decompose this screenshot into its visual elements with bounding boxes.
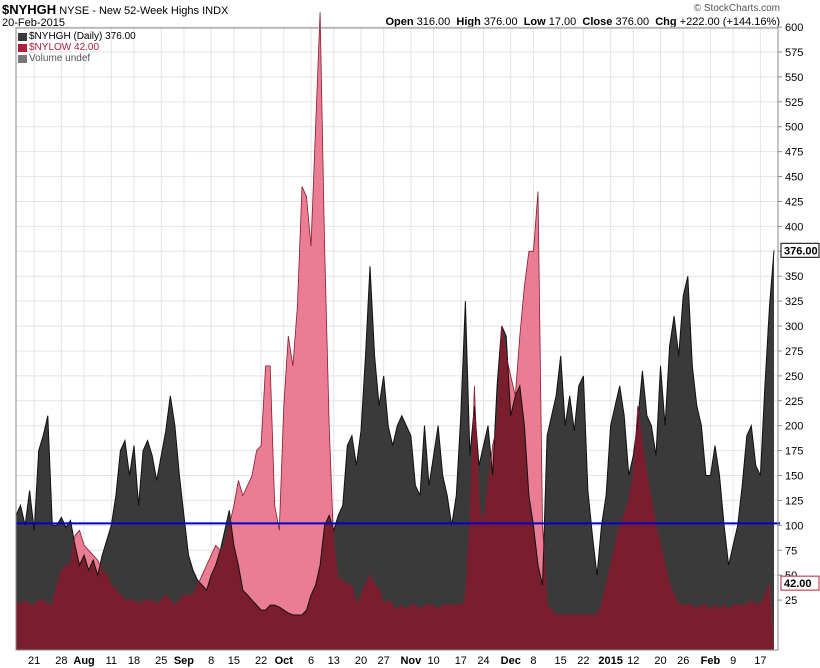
y-tick-label: 200: [785, 421, 803, 433]
y-tick-label: 175: [785, 446, 803, 458]
x-tick-label: 18: [128, 655, 140, 667]
x-tick-label: 27: [378, 655, 390, 667]
legend-highs: $NYHGH (Daily) 376.00: [18, 31, 136, 42]
value-tags: 376.00 42.00: [780, 242, 820, 591]
x-tick-label: 13: [328, 655, 340, 667]
description: NYSE - New 52-Week Highs: [59, 5, 200, 17]
y-tick-label: 25: [785, 595, 797, 607]
x-tick-label: 2015: [598, 655, 622, 667]
chg-label: Chg: [655, 16, 677, 28]
y-tick-label: 325: [785, 296, 803, 308]
chart-header: $NYHGH NYSE - New 52-Week Highs INDX: [2, 2, 228, 17]
x-tick-label: 22: [255, 655, 267, 667]
x-tick-label: Sep: [174, 655, 194, 667]
high-value: 376.00: [483, 16, 518, 28]
y-tick-label: 350: [785, 271, 803, 283]
ohlc-readout: Open 316.00 High 376.00 Low 17.00 Close …: [385, 16, 780, 28]
x-tick-label: 10: [427, 655, 439, 667]
legend-highs-swatch: [18, 32, 27, 41]
low-value: 17.00: [548, 16, 577, 28]
y-tick-label: 475: [785, 147, 803, 159]
x-tick-label: Aug: [73, 655, 94, 667]
y-tick-label: 125: [785, 495, 803, 507]
x-tick-label: 9: [730, 655, 736, 667]
x-tick-label: Dec: [501, 655, 521, 667]
chg-value: +222.00 (+144.16%): [679, 16, 780, 28]
nyhgh-area: [16, 250, 774, 651]
high-label: High: [456, 16, 481, 28]
x-tick-label: 15: [555, 655, 567, 667]
y-tick-label: 150: [785, 471, 803, 483]
last-value-highs: 376.00: [784, 245, 818, 257]
chart-date: 20-Feb-2015: [2, 17, 65, 29]
x-tick-label: Nov: [400, 655, 422, 667]
last-value-highs-box: [780, 242, 820, 258]
last-value-lows-box: [780, 575, 820, 591]
y-tick-label: 250: [785, 371, 803, 383]
x-tick-label: 15: [228, 655, 240, 667]
open-value: 316.00: [416, 16, 451, 28]
x-tick-label: Oct: [275, 655, 294, 667]
legend-lows-label: $NYLOW 42.00: [29, 42, 100, 53]
last-value-lows: 42.00: [784, 578, 812, 590]
x-tick-label: 25: [155, 655, 167, 667]
y-tick-label: 275: [785, 346, 803, 358]
y-tick-label: 425: [785, 196, 803, 208]
y-tick-label: 400: [785, 221, 803, 233]
y-tick-label: 300: [785, 321, 803, 333]
y-tick-label: 500: [785, 122, 803, 134]
open-label: Open: [385, 16, 414, 28]
plot-frame: [15, 27, 779, 651]
x-tick-label: 22: [577, 655, 589, 667]
legend-volume: Volume undef: [18, 53, 136, 64]
overlap-area: [16, 250, 774, 650]
close-value: 376.00: [615, 16, 650, 28]
x-tick-label: 28: [55, 655, 67, 667]
x-tick-label: 12: [627, 655, 639, 667]
y-tick-label: 450: [785, 172, 803, 184]
close-label: Close: [582, 16, 613, 28]
y-tick-label: 225: [785, 396, 803, 408]
exchange: INDX: [202, 5, 229, 17]
series-areas: [15, 12, 775, 651]
x-tick-label: 20: [355, 655, 367, 667]
chart-legend: $NYHGH (Daily) 376.00 $NYLOW 42.00 Volum…: [18, 31, 136, 64]
x-tick-label: 17: [754, 655, 766, 667]
symbol: $NYHGH: [2, 2, 57, 17]
legend-volume-label: Volume undef: [29, 53, 91, 64]
x-tick-label: 21: [28, 655, 40, 667]
x-tick-label: Feb: [701, 655, 721, 667]
legend-volume-swatch: [18, 54, 27, 63]
y-tick-label: 550: [785, 72, 803, 84]
y-tick-label: 575: [785, 47, 803, 59]
nylow-line: [15, 12, 770, 616]
x-tick-label: 6: [308, 655, 314, 667]
legend-highs-label: $NYHGH (Daily) 376.00: [29, 31, 136, 42]
x-tick-label: 8: [530, 655, 536, 667]
plot-border: [15, 27, 779, 651]
nyhgh-line: [15, 250, 775, 616]
x-tick-label: 8: [208, 655, 214, 667]
low-label: Low: [523, 16, 546, 28]
x-tick-label: 17: [455, 655, 467, 667]
y-tick-label: 600: [785, 22, 803, 34]
y-tick-label: 75: [785, 545, 797, 557]
x-tick-label: 20: [654, 655, 666, 667]
x-axis: 21 28 Aug 11 18 25 Sep 8 15 22 Oct 6 13 20 27 Nov 10 17 24…: [28, 655, 766, 667]
legend-lows-swatch: [18, 43, 27, 52]
y-tick-label: 100: [785, 520, 803, 532]
x-tick-label: 11: [106, 655, 117, 667]
y-tick-label: 525: [785, 97, 803, 109]
x-tick-label: 24: [477, 655, 489, 667]
brand-logo: © StockCharts.com: [693, 3, 780, 14]
legend-lows: $NYLOW 42.00: [18, 42, 136, 53]
x-tick-label: 26: [677, 655, 689, 667]
y-axis: 2550751001251501752002252502753003253503…: [778, 22, 803, 607]
